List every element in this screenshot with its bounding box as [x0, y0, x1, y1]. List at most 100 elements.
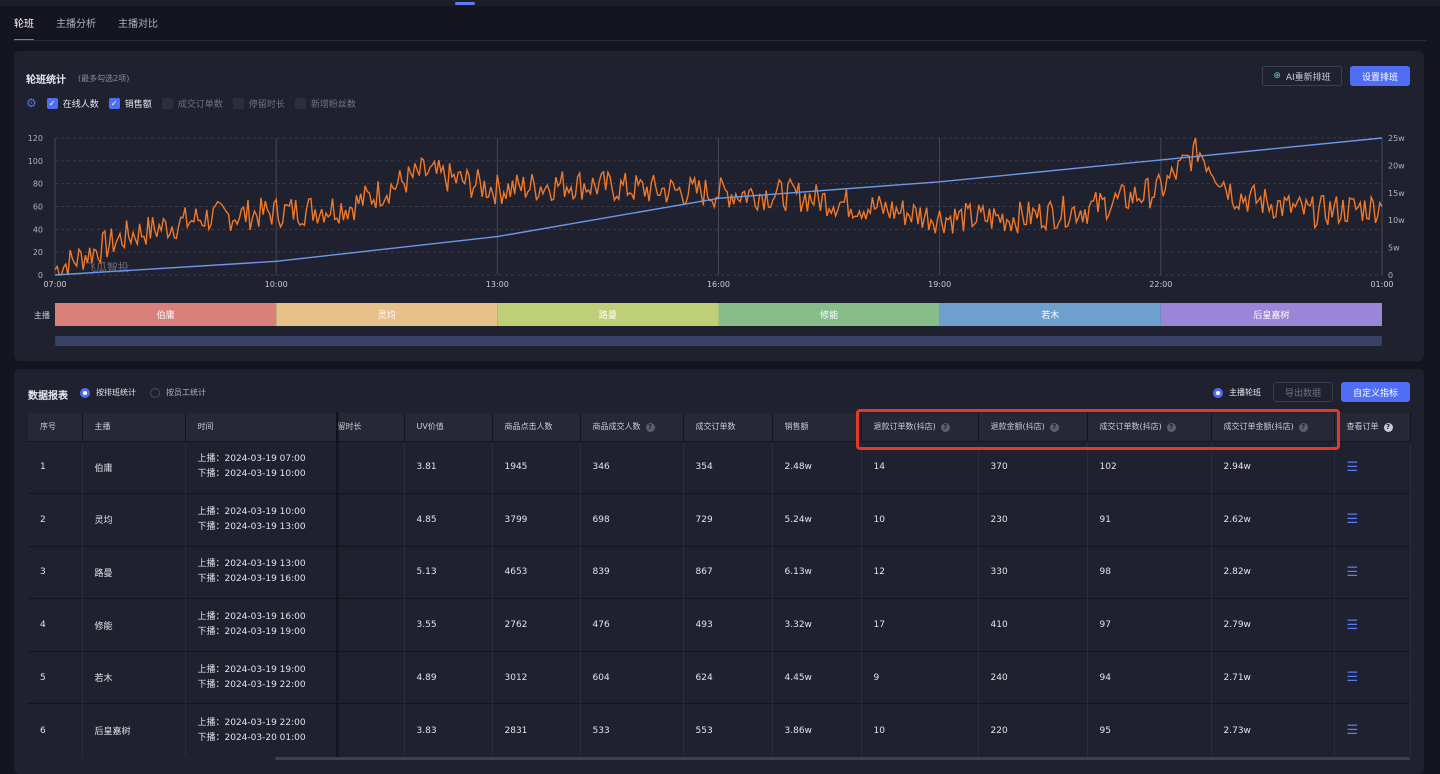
cell-buyers: 476 — [580, 598, 684, 652]
cell-dy_amount: 2.82w — [1211, 545, 1335, 599]
order-list-icon[interactable]: ☰ — [1346, 459, 1359, 475]
order-list-icon[interactable]: ☰ — [1346, 512, 1359, 528]
highlight-box — [856, 409, 1340, 450]
cell-orders: 553 — [683, 703, 773, 757]
cell-click: 1945 — [492, 440, 581, 494]
metric-orders[interactable]: 成交订单数 — [161, 97, 223, 110]
time-down: 下播：2024-03-19 19:00 — [197, 627, 306, 638]
checkbox-icon — [161, 97, 173, 109]
cell-stay — [337, 598, 405, 652]
help-icon[interactable]: ? — [645, 423, 655, 433]
radio-off-icon[interactable] — [150, 387, 160, 398]
cell-dy_orders: 91 — [1087, 493, 1212, 547]
x-tick: 01:00 — [1370, 280, 1393, 289]
ai-icon: ⊕ — [1273, 71, 1281, 81]
cell-host: 伯庸 — [82, 440, 186, 494]
checkbox-icon — [294, 97, 306, 109]
cell-orders: 624 — [683, 650, 773, 704]
col-host: 主播 — [82, 413, 186, 441]
cell-sales: 2.48w — [772, 440, 862, 494]
cell-view-orders: ☰ — [1334, 440, 1411, 494]
y-right-tick: 25w — [1388, 134, 1405, 143]
table-row: 6 后皇嘉树 上播：2024-03-19 22:00 下播：2024-03-20 01… — [28, 703, 1411, 757]
col-buyers: 商品成交人数? — [580, 413, 684, 441]
host-segment-6 — [1160, 303, 1382, 326]
col-sales: 销售额 — [772, 413, 862, 441]
x-tick: 19:00 — [928, 280, 951, 289]
cell-uv: 3.81 — [404, 440, 493, 494]
help-icon[interactable]: ? — [940, 423, 950, 433]
cell-dy_amount: 2.71w — [1211, 650, 1335, 704]
main-tabs: 轮班 主播分析 主播对比 — [14, 12, 158, 41]
metric-stay[interactable]: 停留时长 — [232, 97, 285, 110]
metric-online[interactable]: ✓ 在线人数 — [46, 97, 99, 110]
checkbox-icon: ✓ — [108, 97, 120, 109]
setup-schedule-button[interactable]: 设置排班 — [1350, 66, 1410, 86]
cell-stay — [337, 440, 405, 494]
cell-view-orders: ☰ — [1334, 650, 1411, 704]
order-list-icon[interactable]: ☰ — [1346, 670, 1359, 686]
order-list-icon[interactable]: ☰ — [1346, 564, 1359, 580]
mode-by-staff[interactable]: 按员工统计 — [166, 388, 206, 397]
cell-host: 若木 — [82, 650, 186, 704]
radio-on-icon[interactable] — [80, 387, 90, 398]
cell-time: 上播：2024-03-19 10:00 下播：2024-03-19 13:00 — [185, 493, 338, 547]
host-segment-5 — [939, 303, 1161, 326]
cell-uv: 3.83 — [404, 703, 493, 757]
help-icon[interactable]: ? — [1383, 423, 1393, 433]
cell-refund_amount: 230 — [978, 493, 1088, 547]
tab-host-analysis[interactable]: 主播分析 — [56, 19, 96, 30]
cell-orders: 729 — [683, 493, 773, 547]
host-rotation-toggle[interactable]: 主播轮班 — [1213, 387, 1261, 398]
y-left-tick: 40 — [33, 225, 43, 234]
cell-click: 2831 — [492, 703, 581, 757]
table-scrollbar[interactable] — [275, 757, 1410, 760]
ai-reschedule-button[interactable]: ⊕ AI重新排班 — [1262, 66, 1342, 86]
metric-fans[interactable]: 新增粉丝数 — [294, 97, 356, 110]
order-list-icon[interactable]: ☰ — [1346, 723, 1359, 739]
cell-click: 2762 — [492, 598, 581, 652]
cell-sales: 6.13w — [772, 545, 862, 599]
time-down: 下播：2024-03-19 22:00 — [197, 679, 306, 690]
tab-rotation[interactable]: 轮班 — [14, 12, 34, 41]
x-tick: 22:00 — [1149, 280, 1172, 289]
col-time: 时间 — [185, 413, 338, 441]
help-icon[interactable]: ? — [1298, 423, 1308, 433]
host-segment-label: 路曼 — [599, 309, 617, 321]
cell-buyers: 698 — [580, 493, 684, 547]
cell-host: 后皇嘉树 — [82, 703, 186, 757]
cell-refund_amount: 220 — [978, 703, 1088, 757]
radio-on-icon[interactable] — [1213, 387, 1223, 398]
rotation-hint: (最多勾选2项) — [78, 74, 130, 83]
cell-orders: 493 — [683, 598, 773, 652]
custom-metrics-button[interactable]: 自定义指标 — [1341, 382, 1410, 402]
tab-host-compare[interactable]: 主播对比 — [118, 19, 158, 30]
help-icon[interactable]: ? — [1166, 423, 1176, 433]
cell-dy_amount: 2.62w — [1211, 493, 1335, 547]
col-dy-orders: 成交订单数(抖店)? — [1087, 413, 1212, 441]
y-right-tick: 15w — [1388, 189, 1405, 198]
settings-icon[interactable]: ⚙ — [26, 96, 37, 110]
time-up: 上播：2024-03-19 13:00 — [197, 559, 306, 570]
order-list-icon[interactable]: ☰ — [1346, 617, 1359, 633]
range-slider — [55, 336, 1382, 346]
cell-stay — [337, 545, 405, 599]
cell-dy_orders: 98 — [1087, 545, 1212, 599]
cell-time: 上播：2024-03-19 22:00 下播：2024-03-20 01:00 — [185, 703, 338, 757]
col-refund-orders: 退款订单数(抖店)? — [861, 413, 979, 441]
mode-by-schedule[interactable]: 按排班统计 — [96, 388, 136, 397]
cell-dy_amount: 2.79w — [1211, 598, 1335, 652]
time-up: 上播：2024-03-19 22:00 — [197, 717, 306, 728]
time-up: 上播：2024-03-19 16:00 — [197, 612, 306, 623]
export-button[interactable]: 导出数据 — [1273, 382, 1333, 402]
time-up: 上播：2024-03-19 07:00 — [197, 454, 306, 465]
y-left-tick: 0 — [38, 271, 43, 280]
y-right-tick: 10w — [1388, 216, 1405, 225]
help-icon[interactable]: ? — [1049, 423, 1059, 433]
checkbox-icon: ✓ — [46, 97, 58, 109]
metric-sales[interactable]: ✓ 销售额 — [108, 97, 152, 110]
col-uv: UV价值 — [404, 413, 493, 441]
cell-time: 上播：2024-03-19 19:00 下播：2024-03-19 22:00 — [185, 650, 338, 704]
rotation-title: 轮班统计 — [26, 75, 66, 86]
cell-view-orders: ☰ — [1334, 545, 1411, 599]
